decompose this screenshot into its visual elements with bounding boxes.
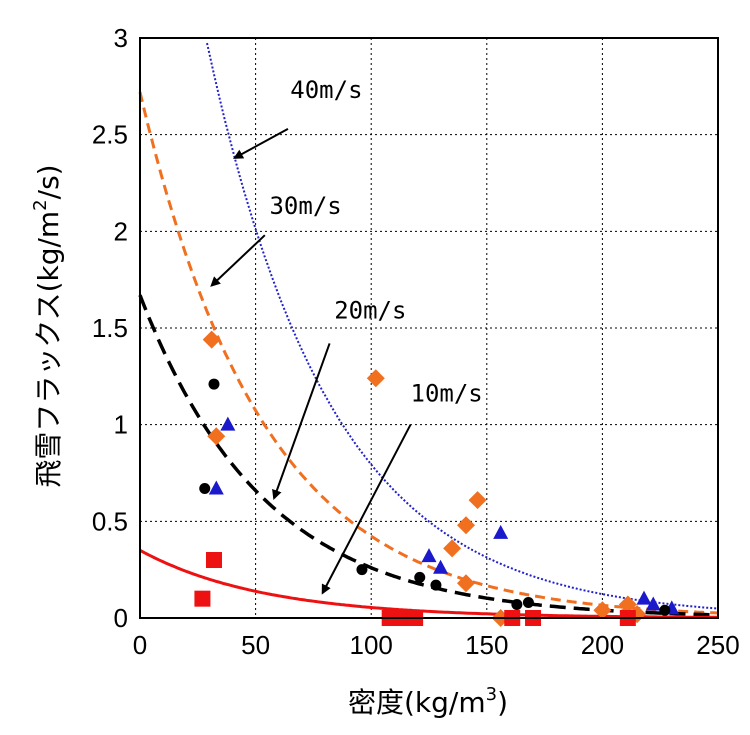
circle-point: [356, 564, 368, 576]
x-tick-label: 200: [581, 630, 624, 660]
fit-curves: [138, 42, 719, 619]
diamond-point: [456, 574, 475, 593]
callout-arrow: [272, 343, 331, 501]
triangle-point: [636, 590, 652, 605]
x-tick-label: 50: [241, 630, 270, 660]
x-tick-label: 150: [465, 630, 508, 660]
triangle-point: [493, 524, 509, 539]
diamond-point: [593, 601, 612, 620]
circle-point: [208, 378, 220, 390]
circle-point: [511, 598, 523, 610]
callout-arrow: [210, 234, 266, 287]
diamond-point: [202, 330, 221, 349]
triangle-point: [645, 596, 661, 611]
plot-frame: [139, 37, 719, 619]
circle-point: [659, 604, 671, 616]
y-tick-label: 0: [114, 603, 128, 633]
y-tick-label: 1.5: [92, 313, 128, 343]
diamond-point: [468, 491, 487, 510]
diamond-point: [456, 516, 475, 535]
callout-label: 20m/s: [334, 296, 406, 324]
callout-label: 30m/s: [269, 192, 341, 220]
circle-point: [522, 597, 534, 609]
data-points: [194, 330, 680, 627]
callout-arrow: [321, 424, 412, 595]
y-tick-label: 3: [114, 23, 128, 53]
y-tick-label: 1: [114, 410, 128, 440]
square-point: [194, 590, 211, 607]
circle-point: [430, 579, 442, 591]
callout-arrow: [233, 127, 289, 159]
diamond-point: [366, 369, 385, 388]
y-tick-label: 0.5: [92, 506, 128, 536]
diamond-point: [207, 427, 226, 446]
diamond-point: [618, 595, 637, 614]
square-point: [205, 552, 222, 568]
fit-curve-30m/s: [138, 91, 719, 615]
x-axis-title: 密度(kg/m3): [348, 684, 508, 719]
y-axis-title: 飛雪フラックス(kg/m2/s): [30, 164, 65, 487]
x-tick-label: 0: [133, 630, 147, 660]
y-tick-label: 2.5: [92, 120, 128, 150]
triangle-point: [433, 559, 449, 574]
y-tick-label: 2: [114, 216, 128, 246]
tick-labels: 0 50 100 150 200 250 0 0.5 1 1.5 2 2.5 3: [92, 23, 740, 660]
grid: [140, 38, 718, 618]
callout-label: 10m/s: [411, 379, 483, 407]
triangle-point: [220, 416, 236, 431]
triangle-point: [421, 548, 437, 563]
annotations: 40m/s 30m/s 20m/s 10m/s: [210, 76, 483, 595]
triangle-point: [208, 480, 224, 495]
x-tick-label: 250: [696, 630, 739, 660]
callout-label: 40m/s: [290, 76, 362, 104]
circle-point: [414, 571, 426, 583]
circle-point: [199, 482, 211, 494]
diamond-point: [443, 539, 462, 558]
x-tick-label: 100: [350, 630, 393, 660]
